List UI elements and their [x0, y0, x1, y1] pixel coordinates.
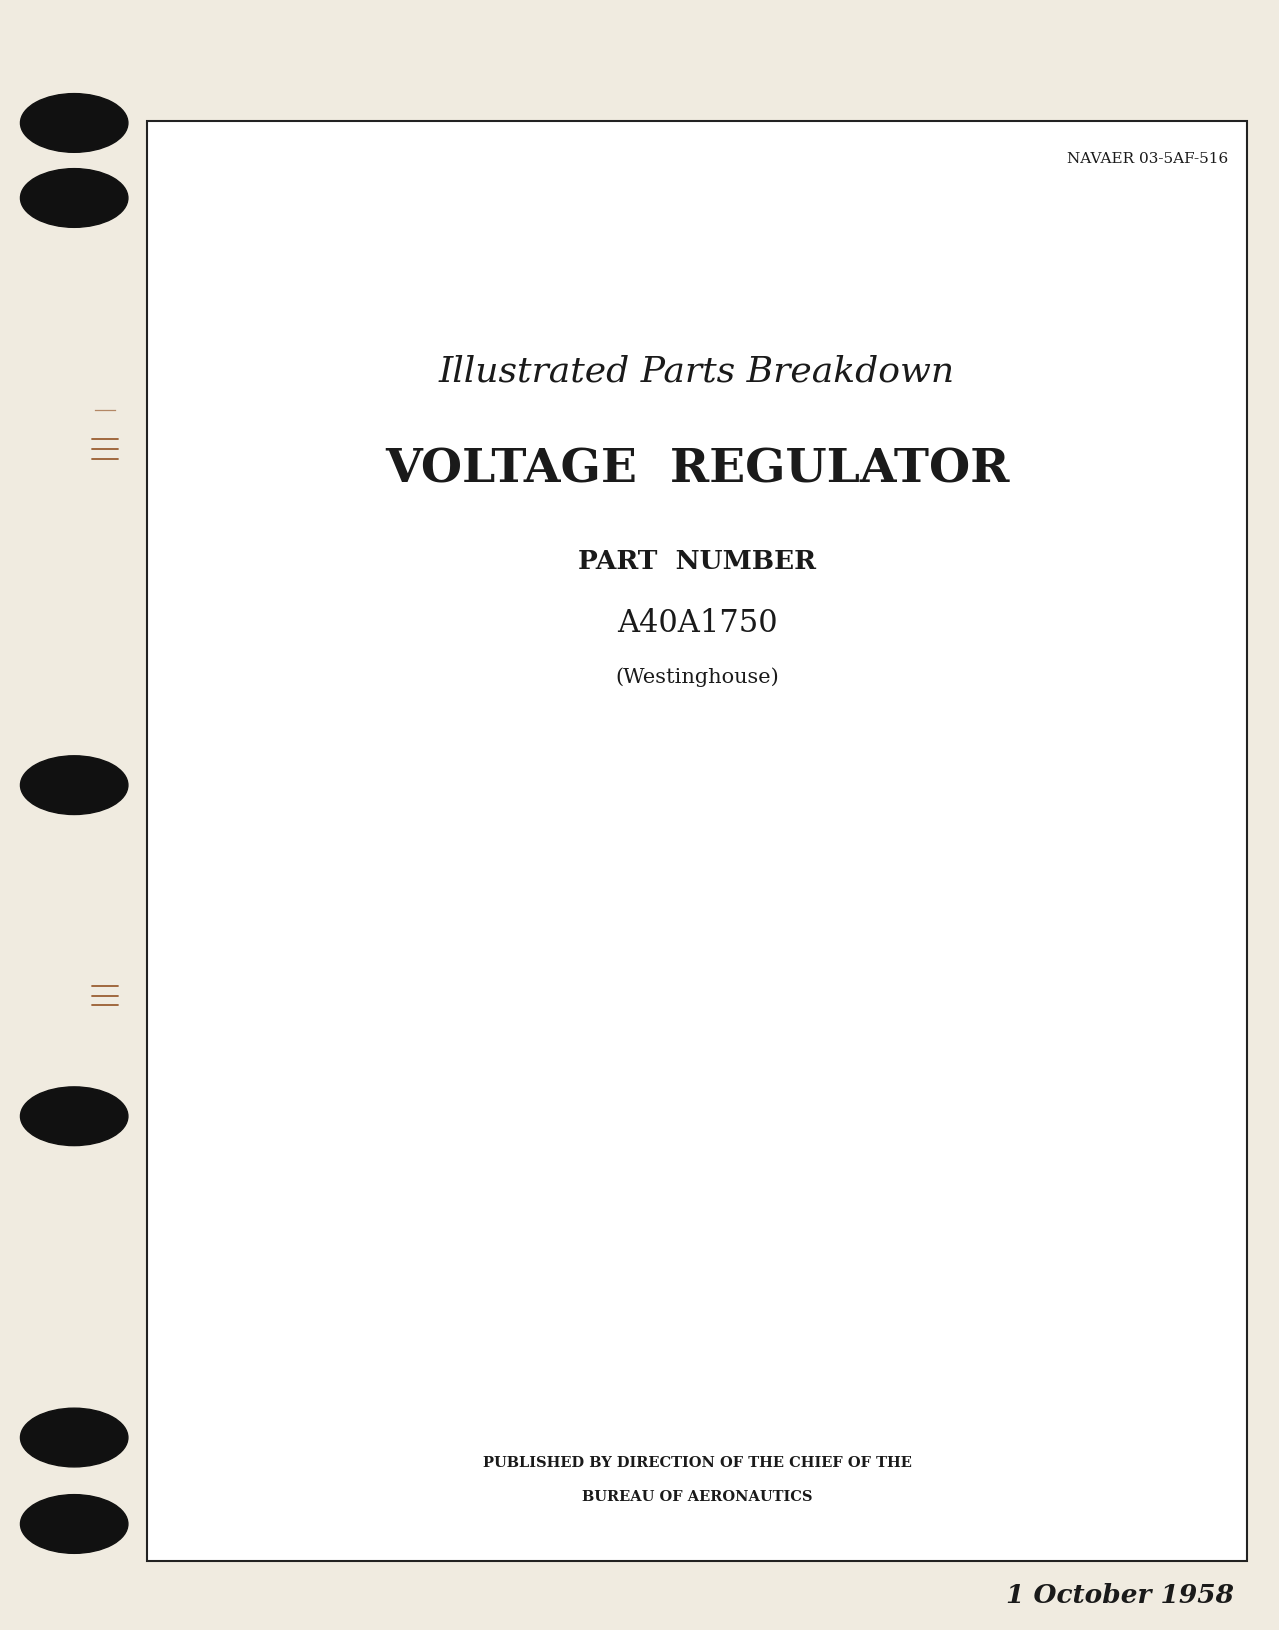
Text: VOLTAGE  REGULATOR: VOLTAGE REGULATOR — [385, 447, 1009, 492]
Ellipse shape — [20, 1087, 128, 1146]
Text: 1 October 1958: 1 October 1958 — [1007, 1581, 1234, 1607]
Text: (Westinghouse): (Westinghouse) — [615, 667, 779, 686]
Text: NAVAER 03-5AF-516: NAVAER 03-5AF-516 — [1067, 152, 1228, 166]
Ellipse shape — [20, 1408, 128, 1467]
Text: PUBLISHED BY DIRECTION OF THE CHIEF OF THE: PUBLISHED BY DIRECTION OF THE CHIEF OF T… — [482, 1456, 912, 1469]
Text: A40A1750: A40A1750 — [616, 606, 778, 639]
FancyBboxPatch shape — [147, 122, 1247, 1562]
Text: PART  NUMBER: PART NUMBER — [578, 548, 816, 574]
Text: Illustrated Parts Breakdown: Illustrated Parts Breakdown — [439, 355, 955, 388]
Ellipse shape — [20, 95, 128, 153]
Ellipse shape — [20, 756, 128, 815]
Text: BUREAU OF AERONAUTICS: BUREAU OF AERONAUTICS — [582, 1490, 812, 1503]
Ellipse shape — [20, 170, 128, 228]
Ellipse shape — [20, 1495, 128, 1553]
